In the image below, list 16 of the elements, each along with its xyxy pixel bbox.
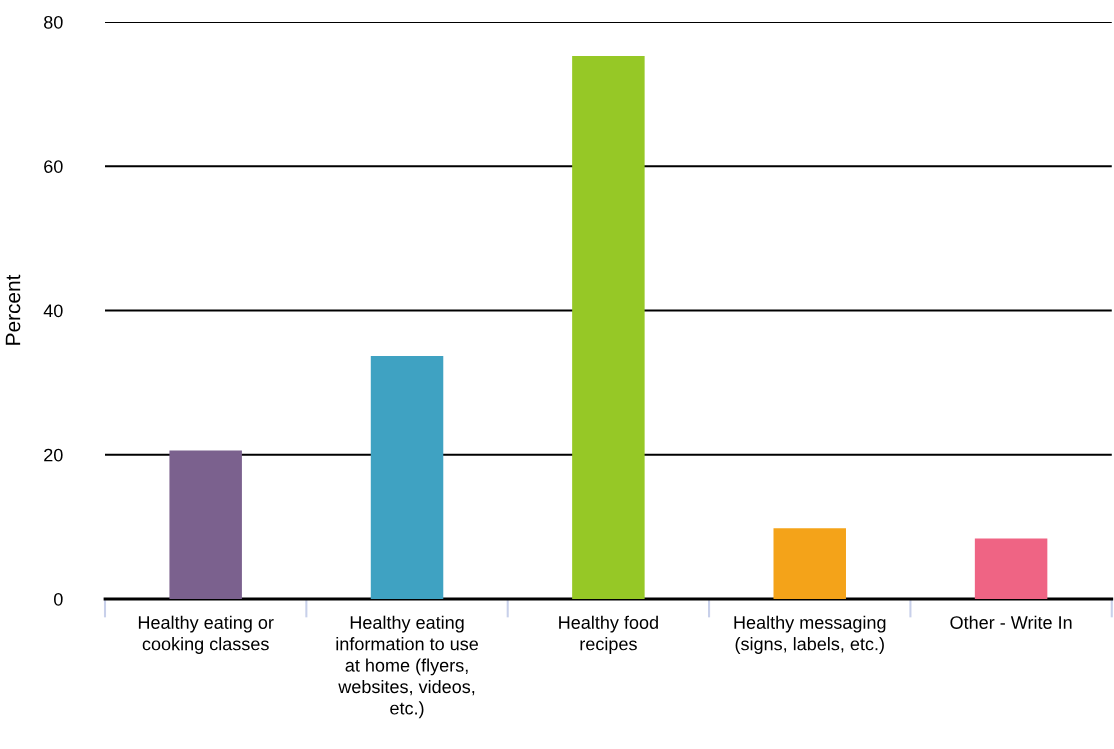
bar bbox=[370, 355, 444, 599]
bar bbox=[773, 528, 846, 599]
bar bbox=[974, 538, 1048, 599]
x-tick-label: Healthy food recipes bbox=[559, 615, 658, 654]
y-axis-title: Percent bbox=[5, 274, 21, 345]
x-tick-label: Healthy eating information to use at home (flyers, websites, videos, etc.) bbox=[336, 615, 478, 719]
bar bbox=[169, 450, 242, 599]
x-tick-label: Other - Write In bbox=[950, 615, 1072, 629]
bar bbox=[572, 55, 645, 599]
y-tick-label: 40 bbox=[43, 304, 63, 318]
y-tick-label: 0 bbox=[54, 592, 63, 606]
y-tick-label: 60 bbox=[44, 160, 63, 173]
y-tick-label: 20 bbox=[44, 448, 63, 462]
x-tick-label: Healthy messaging (signs, labels, etc.) bbox=[734, 615, 886, 654]
x-tick-label: Healthy eating or cooking classes bbox=[138, 615, 274, 654]
y-tick-label: 80 bbox=[44, 15, 63, 29]
